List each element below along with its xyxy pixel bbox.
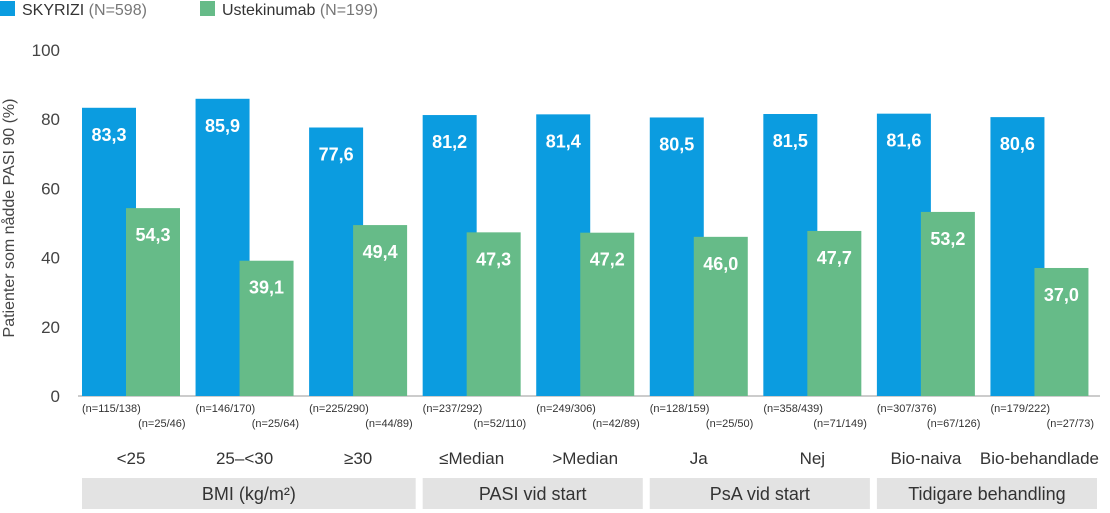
count-skyrizi-8: (n=179/222) [990,403,1050,415]
y-tick-label: 0 [51,387,60,406]
value-label-ustekinumab-4: 47,2 [590,250,625,270]
category-label-5: Ja [690,449,709,468]
bar-ustekinumab-4 [580,232,635,396]
legend-label-ustekinumab: Ustekinumab (N=199) [222,2,378,19]
legend-name-skyrizi: SKYRIZI [22,2,84,19]
value-labels: 83,3 54,3 85,9 39,1 77,6 49,4 81,2 47,3 81,4 47,2… [91,116,1078,305]
count-skyrizi-4: (n=249/306) [536,403,596,415]
y-tick-label: 80 [41,110,60,129]
group-band-3 [876,478,1097,509]
value-label-skyrizi-0: 83,3 [91,125,126,145]
legend-n-ustekinumab: (N=199) [315,2,378,19]
group-band-1 [422,478,643,509]
legend-name-ustekinumab: Ustekinumab [222,2,315,19]
count-ustekinumab-0: (n=25/46) [138,418,185,430]
y-tick-label: 20 [41,318,60,337]
y-tick-label: 60 [41,179,60,198]
value-label-skyrizi-8: 80,6 [1000,134,1035,154]
value-label-ustekinumab-0: 54,3 [135,225,170,245]
legend-swatch-skyrizi [0,1,15,16]
value-label-skyrizi-5: 80,5 [659,134,694,154]
count-skyrizi-0: (n=115/138) [82,403,141,415]
value-label-ustekinumab-8: 37,0 [1044,285,1079,305]
bar-ustekinumab-0 [126,208,180,396]
count-skyrizi-2: (n=225/290) [309,403,369,415]
count-skyrizi-5: (n=128/159) [650,403,710,415]
value-label-ustekinumab-6: 47,7 [817,248,852,268]
bar-ustekinumab-1 [239,260,294,396]
count-ustekinumab-2: (n=44/89) [365,418,412,430]
value-label-ustekinumab-2: 49,4 [363,242,398,262]
count-labels: (n=115/138) (n=25/46) (n=146/170) (n=25/64)… [82,403,1094,430]
value-label-ustekinumab-7: 53,2 [930,229,965,249]
value-label-ustekinumab-1: 39,1 [249,278,284,298]
count-skyrizi-7: (n=307/376) [877,403,937,415]
category-labels: <25 25–<30 ≥30 ≤Median >Median Ja Nej Bio-naiva… [117,449,1099,468]
count-skyrizi-6: (n=358/439) [763,403,823,415]
group-label-0: BMI (kg/m²) [202,484,296,504]
value-label-ustekinumab-3: 47,3 [476,249,511,269]
bar-ustekinumab-5 [693,236,748,396]
bars [82,98,1089,397]
count-ustekinumab-8: (n=27/73) [1047,418,1094,430]
value-label-skyrizi-7: 81,6 [886,131,921,151]
value-label-skyrizi-1: 85,9 [205,116,240,136]
category-label-2: ≥30 [344,449,372,468]
category-label-4: >Median [552,449,618,468]
category-label-6: Nej [800,449,826,468]
bar-ustekinumab-6 [807,230,862,396]
bar-ustekinumab-8 [1034,267,1089,396]
category-label-3: ≤Median [439,449,504,468]
group-label-2: PsA vid start [710,484,810,504]
count-ustekinumab-3: (n=52/110) [474,418,527,430]
value-label-ustekinumab-5: 46,0 [703,254,738,274]
legend-n-skyrizi: (N=598) [84,2,147,19]
value-label-skyrizi-3: 81,2 [432,132,467,152]
bar-ustekinumab-2 [353,225,408,396]
category-label-8: Bio-behandlade [980,449,1099,468]
value-label-skyrizi-6: 81,5 [773,131,808,151]
count-ustekinumab-7: (n=67/126) [927,418,981,430]
y-axis-title: Patienter som nådde PASI 90 (%) [0,99,18,338]
group-label-3: Tidigare behandling [908,484,1065,504]
category-label-0: <25 [117,449,146,468]
value-label-skyrizi-2: 77,6 [319,145,354,165]
count-skyrizi-1: (n=146/170) [196,403,256,415]
y-tick-label: 40 [41,249,60,268]
category-label-7: Bio-naiva [890,449,961,468]
group-bands: BMI (kg/m²) PASI vid start PsA vid start Ti… [82,478,1097,509]
count-ustekinumab-4: (n=42/89) [592,418,639,430]
bar-ustekinumab-3 [466,232,521,396]
category-label-1: 25–<30 [216,449,273,468]
group-band-0 [82,478,416,509]
y-tick-label: 100 [32,41,60,60]
count-skyrizi-3: (n=237/292) [423,403,483,415]
legend: SKYRIZI (N=598) Ustekinumab (N=199) [0,1,378,19]
count-ustekinumab-5: (n=25/50) [706,418,753,430]
legend-label-skyrizi: SKYRIZI (N=598) [22,2,147,19]
count-ustekinumab-1: (n=25/64) [252,418,299,430]
group-band-2 [649,478,870,509]
count-ustekinumab-6: (n=71/149) [813,418,867,430]
group-label-1: PASI vid start [479,484,587,504]
value-label-skyrizi-4: 81,4 [546,131,581,151]
bar-ustekinumab-7 [920,211,975,396]
legend-swatch-ustekinumab [200,1,215,16]
